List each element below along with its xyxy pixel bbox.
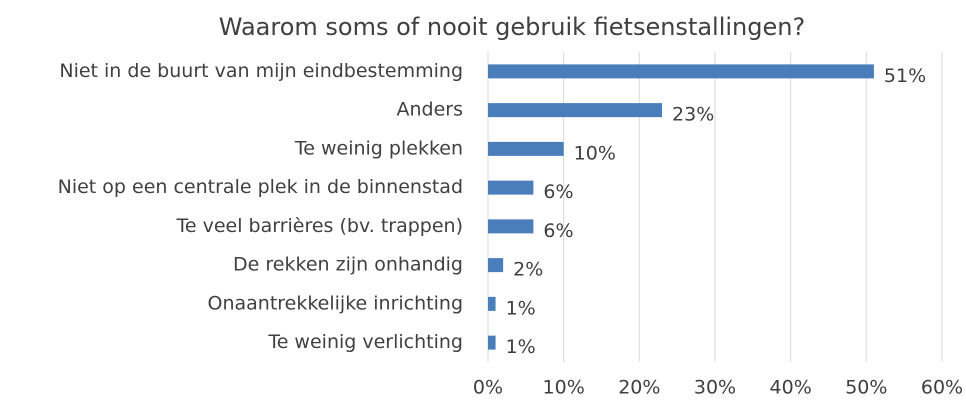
y-tick-label: Niet in de buurt van mijn eindbestemming (59, 60, 463, 82)
data-label: 6% (543, 181, 573, 203)
bar (488, 335, 496, 350)
bar (488, 296, 496, 311)
data-label: 23% (672, 104, 714, 126)
data-label: 10% (574, 142, 616, 164)
y-tick-label: Te weinig plekken (294, 137, 463, 159)
bar (488, 258, 504, 273)
chart-title: Waarom soms of nooit gebruik fietsenstal… (219, 13, 805, 41)
x-tick-label: 20% (618, 377, 660, 399)
bar (488, 103, 663, 118)
bar (488, 180, 534, 195)
y-tick-label: Te weinig verlichting (267, 331, 463, 353)
x-tick-label: 30% (694, 377, 736, 399)
data-label: 6% (543, 220, 573, 242)
x-tick-label: 40% (770, 377, 812, 399)
bar (488, 141, 564, 156)
x-tick-label: 0% (473, 377, 503, 399)
bar (488, 64, 874, 79)
y-tick-label: Te veel barrières (bv. trappen) (175, 215, 463, 237)
y-tick-label: Onaantrekkelijke inrichting (208, 292, 464, 314)
x-tick-label: 10% (543, 377, 585, 399)
x-tick-label: 50% (845, 377, 887, 399)
y-tick-label: De rekken zijn onhandig (233, 254, 463, 276)
data-label: 2% (513, 259, 543, 281)
y-tick-label: Niet op een centrale plek in de binnenst… (58, 176, 463, 198)
x-tick-label: 60% (921, 377, 963, 399)
data-label: 51% (884, 65, 926, 87)
data-label: 1% (506, 336, 536, 358)
data-label: 1% (506, 297, 536, 319)
y-tick-label: Anders (397, 99, 464, 121)
bar (488, 219, 534, 234)
